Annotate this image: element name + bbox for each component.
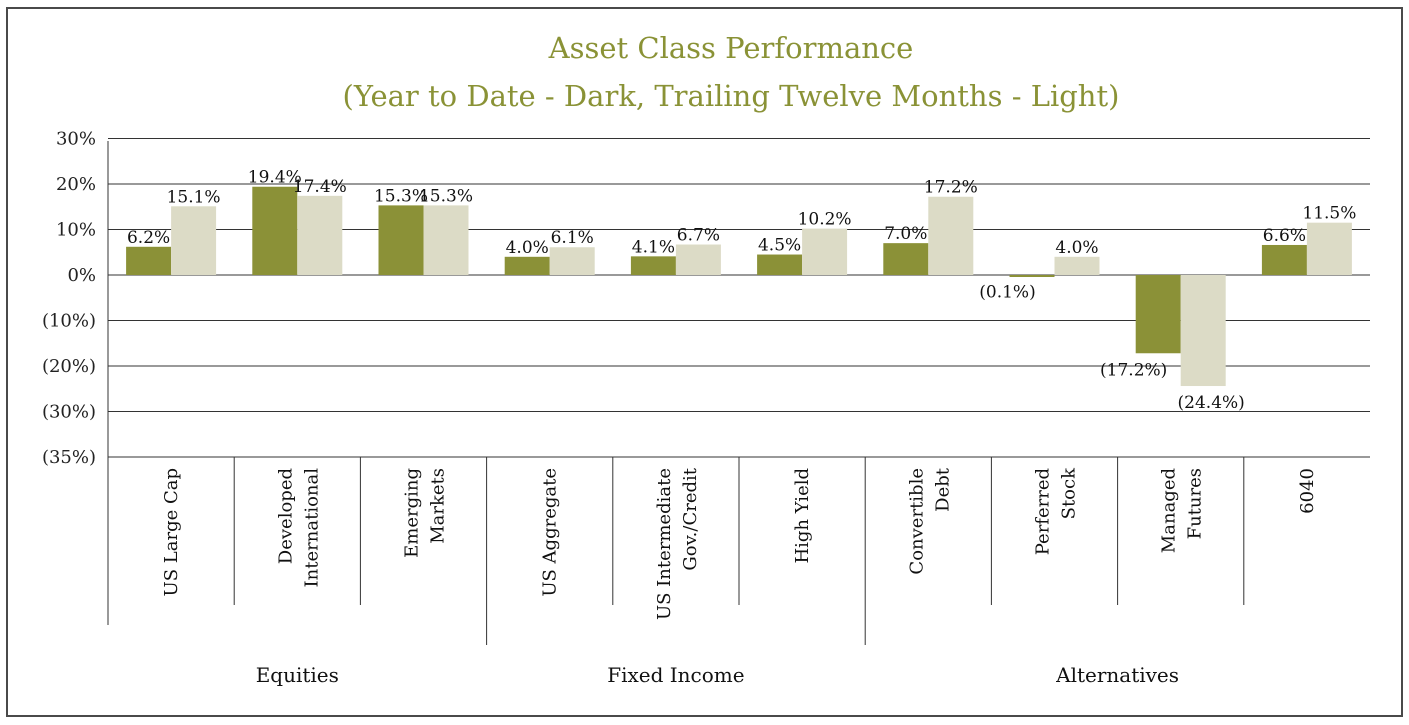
y-tick-label: (35%) [42,447,96,468]
bar-ytd [378,205,424,275]
data-label-ttm: (24.4%) [1178,393,1245,413]
data-label-ytd: 6.2% [127,228,170,248]
data-label-ttm: 10.2% [798,210,852,230]
gridlines [108,138,1370,458]
category-label-group: US Aggregate [540,468,561,597]
category-label: Emerging [402,468,423,558]
data-label-ytd: 15.3% [374,186,428,206]
data-label-ttm: 4.0% [1055,238,1098,258]
category-label: Gov./Credit [680,467,701,570]
bar-ttm [1180,275,1226,387]
bar-ttm [928,196,974,275]
y-tick-label: 20% [56,174,96,195]
category-label-group: Perferred Stock [1033,467,1080,555]
bar-ytd [1261,244,1307,275]
data-label-ytd: 4.1% [632,237,675,257]
data-label-ytd: 19.4% [248,168,302,188]
category-label: International [301,468,322,588]
category-label-group: US Large Cap [161,468,182,596]
bar-ttm [1306,222,1352,275]
y-tick-label: (30%) [42,402,96,423]
category-label: Developed [275,468,296,564]
group-label: Fixed Income [607,663,744,687]
bar-ytd [126,246,172,275]
bar-ytd [504,256,550,275]
category-label: Debt [932,467,953,512]
data-label-ttm: 15.1% [167,187,221,207]
bar-ytd [1009,275,1055,277]
category-label-group: High Yield [792,468,813,564]
group-label: Alternatives [1055,663,1179,687]
data-label-ttm: 6.1% [551,228,594,248]
category-label: US Aggregate [540,468,561,597]
bar-ttm [423,205,469,275]
bar-ttm [1054,256,1100,275]
data-label-ttm: 11.5% [1302,204,1356,224]
category-label-group: US Intermediate Gov./Credit [654,467,701,620]
data-label-ytd: 7.0% [884,224,927,244]
category-label: Convertible [906,468,927,575]
category-label-group: Developed International [275,468,322,588]
category-label-group: Managed Futures [1159,468,1206,553]
bar-ytd [252,186,298,275]
bar-ttm [297,195,343,275]
group-label: Equities [256,663,339,687]
category-label-group: 6040 [1297,468,1318,514]
category-label: Managed [1159,468,1180,553]
category-label: US Intermediate [654,468,675,620]
category-label: Stock [1059,467,1080,519]
data-label-ytd: 6.6% [1263,226,1306,246]
bar-ytd [1135,275,1181,354]
category-label-group: Emerging Markets [402,468,449,558]
data-label-ttm: 17.2% [924,178,978,198]
y-tick-label: (20%) [42,356,96,377]
bar-ttm [549,247,595,275]
data-label-ttm: 15.3% [419,186,473,206]
bar-ttm [802,228,848,275]
category-label: High Yield [792,468,813,564]
chart-frame [6,7,1403,717]
category-label: Futures [1185,468,1206,539]
category-label: 6040 [1297,468,1318,514]
data-label-ytd: 4.0% [506,238,549,258]
category-label: Perferred [1033,468,1054,555]
data-label-ytd: (17.2%) [1100,360,1167,380]
y-tick-label: (10%) [42,311,96,332]
y-tick-label: 0% [67,265,96,286]
bar-ytd [883,243,929,275]
category-label: Markets [428,468,449,544]
data-label-ttm: 17.4% [293,177,347,197]
bar-ytd [757,254,803,275]
data-label-ytd: (0.1%) [979,282,1035,302]
bar-ttm [171,206,217,275]
data-label-ytd: 4.5% [758,236,801,256]
y-tick-label: 30% [56,129,96,150]
bars: 6.2%15.1%19.4%17.4% 15.3%15.3%4.0% 6.1% 4.1… [126,168,1356,413]
category-label-group: Convertible Debt [906,467,953,574]
bar-ytd [630,256,676,275]
category-label: US Large Cap [161,468,182,596]
bar-ttm [675,244,721,275]
axis: 30% 20% 10% 0% (10%) (20%) (30%) (35%) US Large … [42,129,1318,688]
chart-subtitle: (Year to Date - Dark, Trailing Twelve Mo… [343,79,1120,113]
chart-title: Asset Class Performance [548,31,914,65]
y-tick-label: 10% [56,220,96,241]
data-label-ttm: 6.7% [677,226,720,246]
